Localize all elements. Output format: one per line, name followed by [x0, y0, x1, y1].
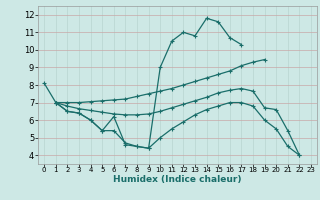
X-axis label: Humidex (Indice chaleur): Humidex (Indice chaleur) — [113, 175, 242, 184]
